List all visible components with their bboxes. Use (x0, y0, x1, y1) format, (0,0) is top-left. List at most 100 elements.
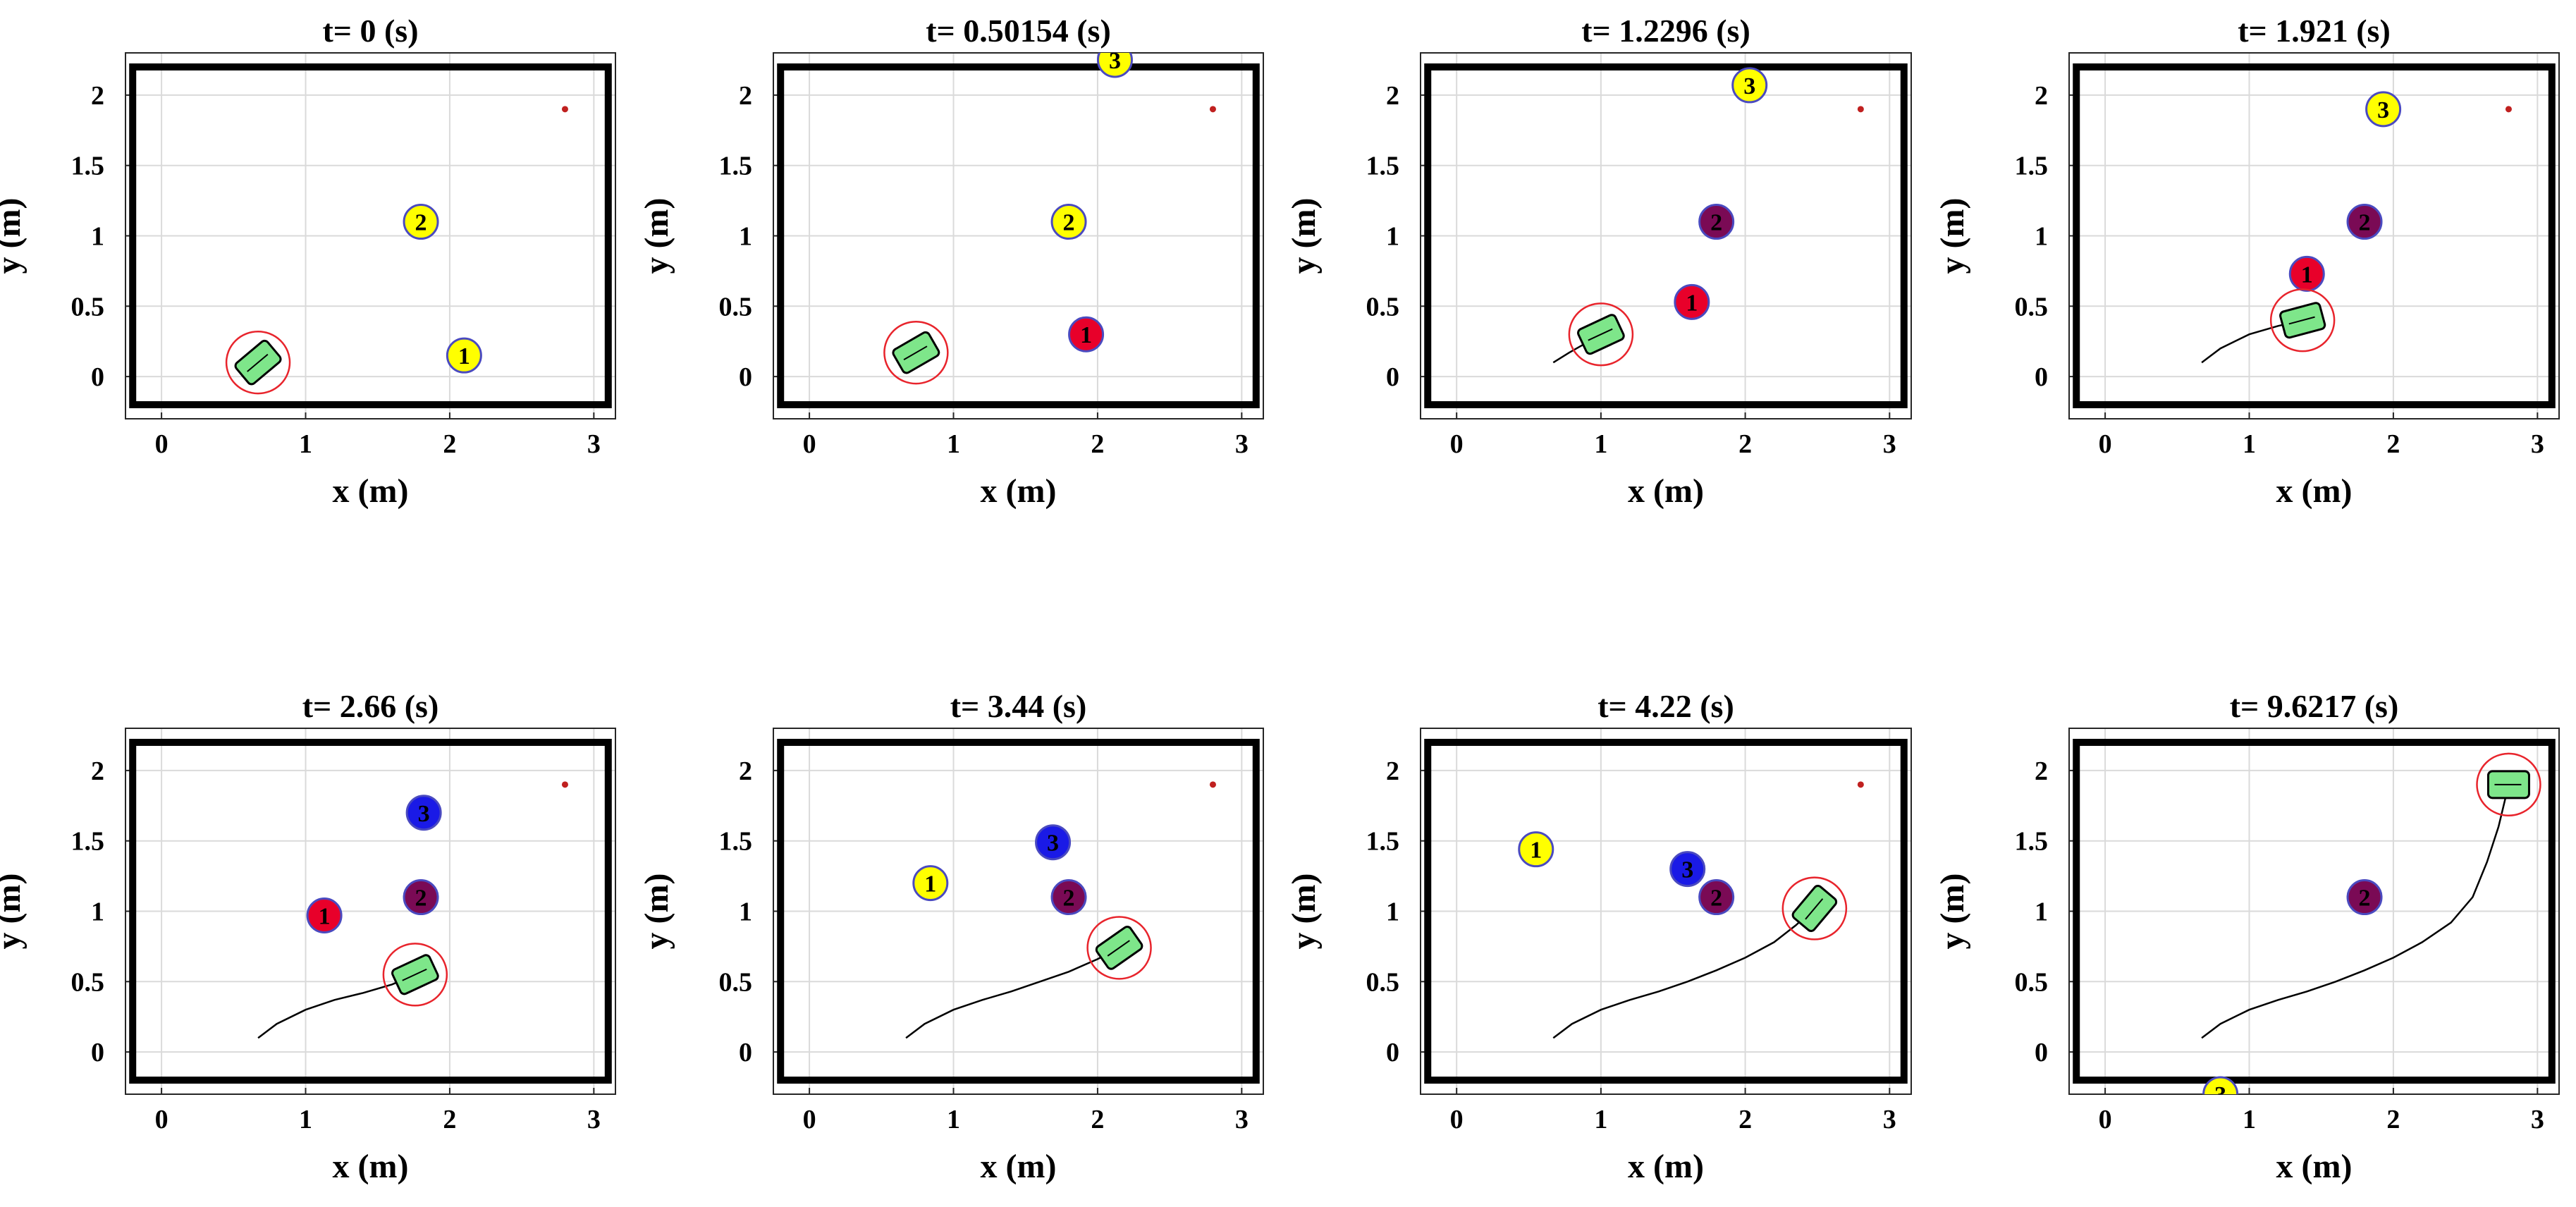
x-tick-label: 0 (155, 1105, 168, 1134)
obstacle-marker (403, 204, 439, 240)
y-tick-label: 0 (739, 1038, 752, 1067)
x-tick-label: 3 (1235, 1105, 1249, 1134)
obstacle-2: 2 (403, 879, 439, 916)
robot-trajectory (1552, 907, 1815, 1039)
x-tick-label: 0 (803, 429, 816, 459)
x-tick-label: 2 (2386, 429, 2400, 459)
y-tick-label: 0.5 (719, 967, 753, 997)
robot-body (892, 331, 940, 374)
y-tick-label: 1.5 (719, 827, 753, 857)
y-tick-label: 1.5 (2015, 827, 2049, 857)
obstacle-label: 2 (1063, 210, 1075, 236)
obstacle-marker (2365, 91, 2402, 128)
robot-safety-circle (1781, 876, 1848, 941)
arena-wall (777, 738, 1260, 1084)
x-tick-label: 1 (2243, 1105, 2256, 1134)
obstacle-label: 1 (319, 903, 331, 929)
y-tick-label: 1.5 (71, 827, 105, 857)
y-axis-label: y (m) (1934, 874, 1971, 950)
goal-point (1209, 106, 1216, 113)
y-tick-label: 2 (739, 81, 752, 111)
robot-body (1095, 926, 1143, 970)
robot-safety-circle (1568, 302, 1634, 367)
x-tick-label: 3 (587, 1105, 601, 1134)
y-axis-label: y (m) (1285, 198, 1323, 274)
robot-body (2486, 770, 2530, 799)
obstacle-marker (1698, 879, 1735, 916)
obstacle-label: 1 (2301, 262, 2313, 288)
subplot-panel: 0 1 2 3 0 0.5 1 1.5 2 x (m) y (m) t= 0.50154 (s) 1 2 3 (638, 13, 1264, 510)
obstacle-3: 3 (1731, 67, 1768, 104)
x-tick-label: 0 (1450, 429, 1464, 459)
x-tick-label: 1 (1594, 429, 1607, 459)
y-tick-label: 1 (739, 222, 752, 252)
robot-safety-circle (1086, 916, 1152, 980)
y-tick-label: 2 (91, 81, 104, 111)
obstacle-marker (2202, 1076, 2239, 1094)
x-tick-label: 3 (2531, 1105, 2544, 1134)
y-axis-label: y (m) (0, 198, 27, 274)
y-tick-label: 1 (1386, 222, 1399, 252)
x-tick-label: 1 (947, 429, 960, 459)
obstacle-marker (446, 337, 482, 374)
robot-heading-line (1107, 940, 1130, 957)
obstacle-label: 3 (1743, 73, 1755, 99)
subplot-panel: 0 1 2 300.511.52x (m)y (m)t= 4.22 (s)123 (1285, 688, 1912, 1185)
plot-content: 123 (2073, 63, 2556, 409)
obstacle-2: 2 (1050, 204, 1087, 240)
x-tick-label: 2 (1738, 429, 1752, 459)
plot-content: 1 2 3 (777, 48, 1260, 409)
obstacle-2: 2 (2346, 879, 2383, 916)
obstacle-2: 2 (1050, 879, 1087, 916)
y-tick-label: 1.5 (2015, 152, 2049, 181)
obstacle-3: 3 (1035, 824, 1072, 861)
y-tick-label: 2 (739, 756, 752, 786)
y-tick-label: 1 (739, 897, 752, 927)
robot-trajectory (905, 947, 1120, 1039)
x-tick-label: 1 (1594, 1105, 1607, 1134)
y-tick-label: 0.5 (1366, 292, 1400, 321)
x-tick-label: 1 (2243, 429, 2256, 459)
y-tick-label: 2 (1386, 756, 1399, 786)
obstacle-label: 1 (1080, 322, 1092, 348)
x-tick-label: 1 (299, 429, 312, 459)
obstacle-label: 2 (415, 886, 427, 912)
obstacle-3: 3 (1096, 48, 1133, 78)
obstacle-1: 1 (1518, 831, 1554, 868)
x-tick-label: 0 (1450, 1105, 1464, 1134)
subplot-panel: 0 1 2 3 0 0.5 1 1.5 2 x (m) y (m) t= 1.921 (s) 1 2 3 (1934, 13, 2560, 510)
goal-point (1857, 106, 1864, 113)
y-tick-label: 1.5 (1366, 827, 1400, 857)
x-tick-label: 0 (155, 429, 168, 459)
obstacle-label: 3 (1109, 48, 1121, 74)
robot-body (391, 954, 439, 995)
y-tick-label: 0 (739, 362, 752, 392)
y-tick-label: 2 (2035, 81, 2048, 111)
x-axis-label: x (m) (333, 1148, 409, 1185)
y-tick-label: 2 (1386, 81, 1399, 111)
plot-content: 123 (1424, 738, 1908, 1084)
y-tick-label: 1.5 (71, 152, 105, 181)
x-axis-label: x (m) (981, 472, 1057, 510)
obstacle-marker (2346, 204, 2383, 240)
x-tick-label: 0 (2099, 429, 2112, 459)
arena-wall (1424, 738, 1908, 1084)
obstacle-marker (306, 897, 343, 933)
subplot-panel: 0 1 2 3 0 0.5 1 1.5 2 x (m) y (m) t= 3.44 (s) 1 2 3 (638, 688, 1264, 1185)
arena-wall (129, 63, 612, 409)
robot-heading-line (903, 345, 928, 361)
obstacle-marker (1669, 851, 1706, 888)
x-tick-label: 3 (1235, 429, 1249, 459)
y-tick-label: 0.5 (2015, 967, 2049, 997)
robot-heading-line (247, 353, 269, 372)
x-tick-label: 0 (2099, 1105, 2112, 1134)
obstacle-marker (403, 879, 439, 916)
obstacle-1: 1 (306, 897, 343, 933)
obstacle-label: 3 (1681, 857, 1693, 883)
x-tick-label: 2 (2386, 1105, 2400, 1134)
x-axis-label: x (m) (1628, 1148, 1704, 1185)
plot-content: 12 (129, 63, 612, 409)
obstacle-marker (912, 865, 949, 902)
y-tick-label: 1.5 (719, 152, 753, 181)
x-tick-label: 2 (1091, 429, 1104, 459)
